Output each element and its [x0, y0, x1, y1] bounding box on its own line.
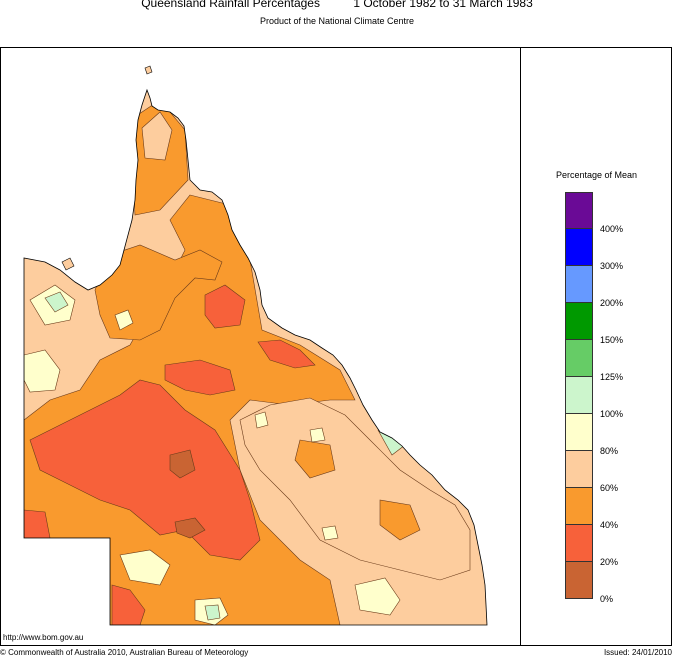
legend-swatch: [565, 266, 593, 303]
legend-tick-label: 0%: [600, 594, 614, 604]
legend-swatch: [565, 192, 593, 229]
legend-tick-label: 400%: [600, 224, 624, 234]
queensland-rainfall-map: [23, 65, 488, 626]
legend-swatch: [565, 229, 593, 266]
legend-swatch: [565, 303, 593, 340]
queensland-outline: [23, 88, 488, 626]
period-text: 1 October 1982 to 31 March 1983: [353, 0, 533, 10]
legend-swatch: [565, 414, 593, 451]
legend-divider: [520, 47, 521, 646]
legend-tick-label: 200%: [600, 298, 624, 308]
island-outline: [61, 257, 75, 271]
legend-title: Percentage of Mean: [555, 170, 638, 180]
legend-swatch: [565, 488, 593, 525]
map-subtitle: Product of the National Climate Centre: [259, 16, 415, 26]
legend-tick-label: 100%: [600, 409, 624, 419]
title-text: Queensland Rainfall Percentages: [141, 0, 320, 10]
copyright-notice: © Commonwealth of Australia 2010, Austra…: [0, 648, 249, 657]
island-outline: [144, 65, 153, 75]
issued-date: Issued: 24/01/2010: [603, 648, 672, 657]
legend-tick-label: 40%: [600, 520, 619, 530]
legend-swatch: [565, 525, 593, 562]
legend-swatch: [565, 340, 593, 377]
legend-swatch: [565, 451, 593, 488]
rainfall-shading: [24, 90, 487, 625]
legend-tick-label: 300%: [600, 261, 624, 271]
legend-tick-label: 60%: [600, 483, 619, 493]
legend-swatch: [565, 377, 593, 414]
legend-tick-label: 20%: [600, 557, 619, 567]
legend-tick-label: 80%: [600, 446, 619, 456]
legend-swatch: [565, 562, 593, 599]
legend-tick-label: 150%: [600, 335, 624, 345]
legend-tick-label: 125%: [600, 372, 624, 382]
map-title: Queensland Rainfall Percentages 1 Octobe…: [0, 0, 674, 10]
source-url[interactable]: http://www.bom.gov.au: [3, 633, 84, 642]
legend-color-bar: [565, 192, 593, 599]
map-frame: [0, 47, 672, 646]
